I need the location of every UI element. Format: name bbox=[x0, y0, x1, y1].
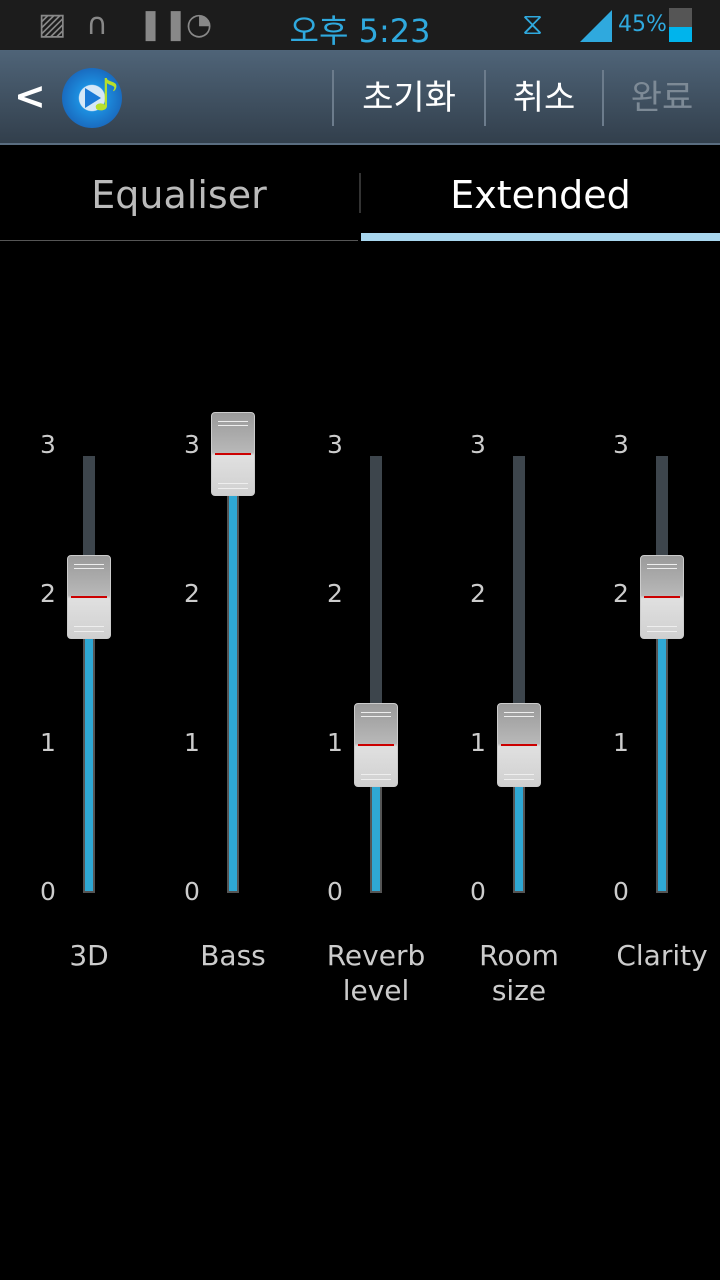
slider-label: Room size bbox=[479, 939, 559, 1007]
mute-vibrate-icon: ⧖ bbox=[522, 7, 544, 42]
tick-label: 1 bbox=[184, 728, 200, 757]
slider-fill bbox=[227, 454, 239, 893]
tab-bar: Equaliser Extended bbox=[0, 147, 720, 241]
tab-divider bbox=[359, 173, 361, 213]
tick-label: 0 bbox=[40, 877, 56, 906]
tick-label: 0 bbox=[327, 877, 343, 906]
clock-icon: ◔ bbox=[186, 7, 213, 42]
tick-label: 3 bbox=[184, 430, 200, 459]
tab-extended[interactable]: Extended bbox=[361, 147, 720, 241]
tick-label: 2 bbox=[40, 579, 56, 608]
gallery-icon: ▨ bbox=[38, 7, 67, 42]
pause-icon: ❚❚ bbox=[138, 7, 189, 42]
tick-label: 1 bbox=[327, 728, 343, 757]
back-icon[interactable]: < bbox=[14, 74, 46, 118]
battery-icon bbox=[669, 8, 692, 42]
clock: 오후 5:23 bbox=[289, 12, 431, 50]
reset-button[interactable]: 초기화 bbox=[332, 70, 484, 126]
tick-label: 1 bbox=[470, 728, 486, 757]
tick-label: 3 bbox=[327, 430, 343, 459]
tick-label: 2 bbox=[470, 579, 486, 608]
slider-thumb[interactable] bbox=[354, 703, 398, 787]
tick-label: 0 bbox=[184, 877, 200, 906]
tick-label: 2 bbox=[613, 579, 629, 608]
tick-label: 3 bbox=[470, 430, 486, 459]
slider-thumb[interactable] bbox=[67, 555, 111, 639]
music-note-icon: ♪ bbox=[92, 70, 121, 121]
tick-label: 2 bbox=[327, 579, 343, 608]
signal-icon bbox=[580, 10, 612, 42]
slider-label: Reverb level bbox=[326, 939, 426, 1007]
tick-label: 0 bbox=[470, 877, 486, 906]
battery-percent: 45% bbox=[618, 12, 667, 37]
slider-thumb[interactable] bbox=[640, 555, 684, 639]
tick-label: 0 bbox=[613, 877, 629, 906]
slider-label: 3D bbox=[69, 939, 109, 972]
tab-equaliser[interactable]: Equaliser bbox=[0, 147, 358, 241]
cancel-button[interactable]: 취소 bbox=[484, 70, 602, 126]
slider-label: Clarity bbox=[616, 939, 708, 972]
action-bar: < ♪ 초기화 취소 완료 bbox=[0, 50, 720, 145]
slider-thumb[interactable] bbox=[211, 412, 255, 496]
tick-label: 3 bbox=[40, 430, 56, 459]
tick-label: 2 bbox=[184, 579, 200, 608]
slider-fill bbox=[83, 597, 95, 893]
status-bar: ▨ ∩ ❚❚ ◔ 오후 5:23 ⧖ 45% bbox=[0, 0, 720, 50]
tick-label: 3 bbox=[613, 430, 629, 459]
tick-label: 1 bbox=[613, 728, 629, 757]
music-player-logo-icon[interactable] bbox=[62, 68, 122, 128]
slider-fill bbox=[656, 597, 668, 893]
slider-label: Bass bbox=[200, 939, 266, 972]
headphones-icon: ∩ bbox=[86, 7, 108, 42]
tick-label: 1 bbox=[40, 728, 56, 757]
done-button[interactable]: 완료 bbox=[602, 70, 720, 126]
slider-thumb[interactable] bbox=[497, 703, 541, 787]
